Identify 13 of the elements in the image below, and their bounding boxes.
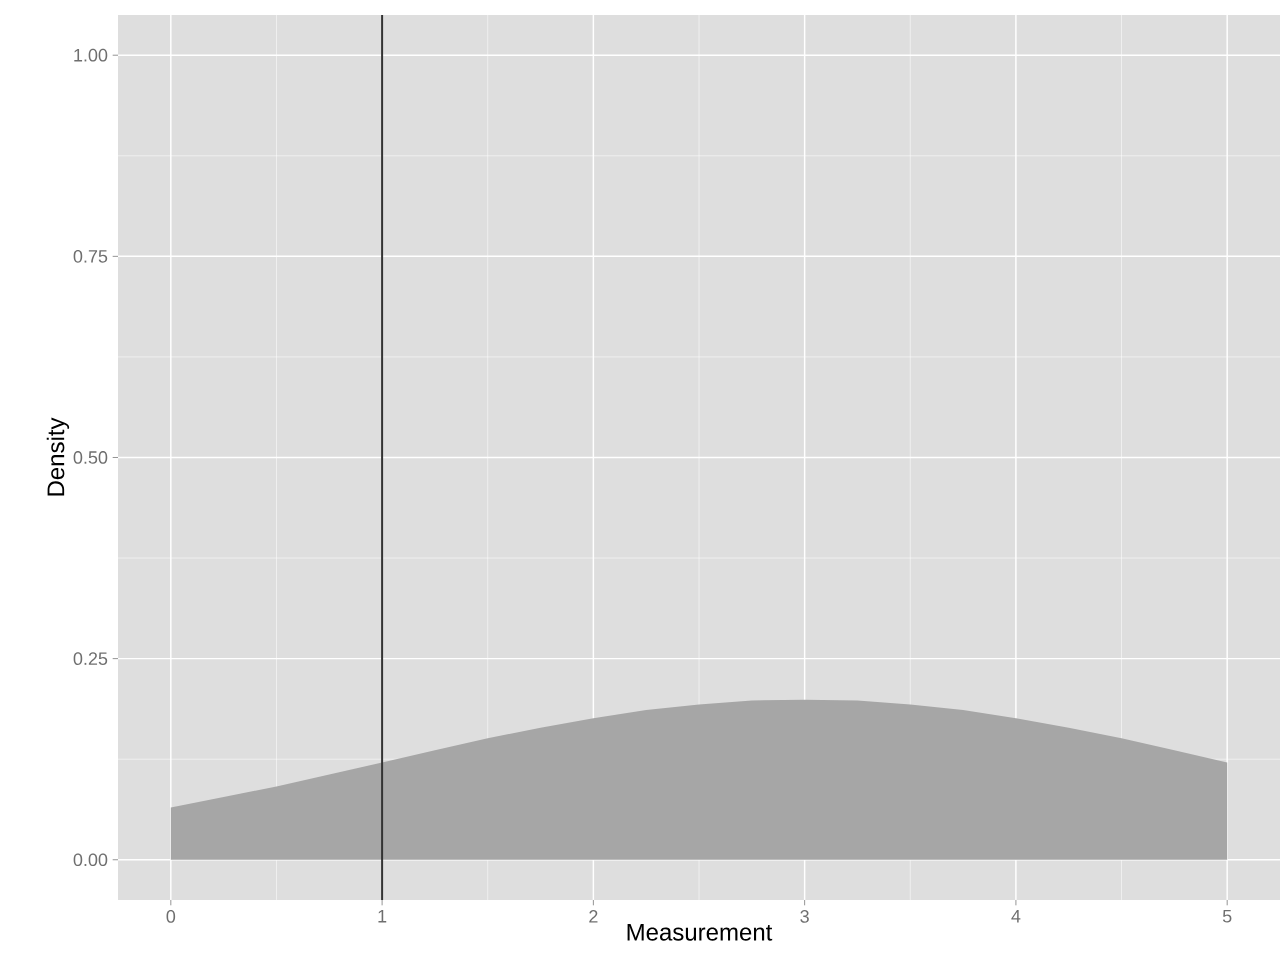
- x-tick-label: 4: [1011, 910, 1021, 923]
- y-tick-label: 0.50: [73, 451, 108, 464]
- y-tick-label: 0.25: [73, 652, 108, 665]
- y-tick-label: 0.75: [73, 249, 108, 263]
- x-axis-title: Measurement: [627, 923, 773, 941]
- x-tick-label: 2: [589, 910, 598, 923]
- y-axis-title: Density: [46, 417, 70, 496]
- y-tick-label: 1.00: [74, 48, 108, 62]
- x-tick-label: 3: [800, 910, 809, 923]
- x-tick-label: 0: [166, 910, 176, 923]
- x-tick-label: 1: [378, 910, 387, 923]
- x-tick-label: 5: [1222, 910, 1232, 923]
- y-tick-label: 0.00: [73, 853, 108, 867]
